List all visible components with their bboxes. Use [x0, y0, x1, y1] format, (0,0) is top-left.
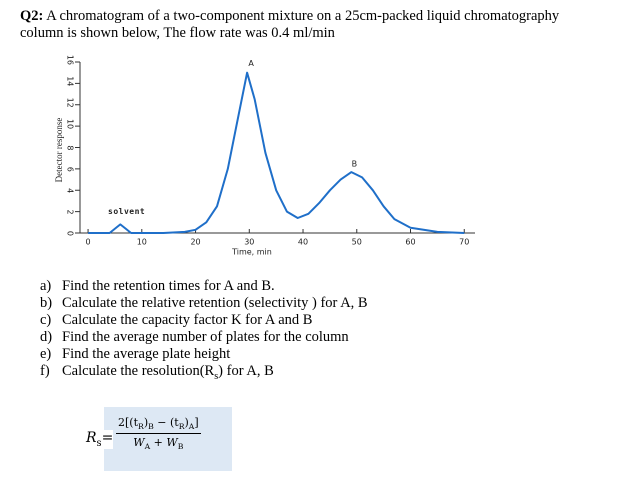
item: b) Calculate the relative retention (sele… — [40, 295, 368, 312]
item-marker: f) — [40, 363, 50, 379]
item-marker: d) — [40, 329, 53, 345]
x-tick-label: 50 — [352, 238, 362, 247]
fraction: 2[(tR)B − (tR)A] WA + WB — [116, 416, 201, 451]
item-text: Find the retention times for A and B. — [62, 278, 275, 295]
item-part: Find the retention times for A and B. — [62, 278, 275, 294]
num-part: ] — [194, 416, 199, 429]
y-tick-label: 0 — [66, 231, 75, 236]
num-part: ) — [143, 416, 149, 429]
num-sub: B — [148, 422, 154, 432]
den-sub: A — [144, 442, 151, 452]
item: f) Calculate the resolution(Rs) for A, B — [40, 363, 368, 385]
num-sub: R — [138, 422, 144, 432]
question-text: A chromatogram of a two-component mixtur… — [20, 8, 560, 41]
y-tick-label: 8 — [66, 145, 75, 150]
item-part: Find the average number of plates for th… — [62, 329, 349, 345]
denominator: WA + WB — [116, 434, 201, 451]
item-text: Calculate the relative retention (select… — [62, 295, 368, 312]
item-marker: b) — [40, 295, 53, 311]
item-text: Find the average number of plates for th… — [62, 329, 349, 346]
y-tick-label: 12 — [66, 98, 75, 108]
item: c) Calculate the capacity factor K for A … — [40, 312, 368, 329]
item-marker: e) — [40, 346, 52, 362]
item: e) Find the average plate height — [40, 346, 368, 363]
formula-lhs: Rs= — [86, 430, 114, 449]
num-sub: R — [178, 422, 185, 432]
y-tick-label: 16 — [66, 55, 75, 65]
x-tick-label: 30 — [244, 238, 254, 247]
annotation: B — [352, 160, 358, 169]
y-tick-label: 6 — [66, 167, 75, 172]
item-part: Calculate the resolution(R — [62, 363, 215, 379]
item: a) Find the retention times for A and B. — [40, 278, 368, 295]
x-tick-label: 10 — [137, 238, 147, 247]
chromatogram-line — [88, 71, 465, 234]
item-text: Calculate the capacity factor K for A an… — [62, 312, 312, 329]
num-part: − (t — [153, 416, 179, 429]
item-part: Calculate the relative retention (select… — [62, 295, 368, 311]
den-sub: B — [177, 442, 184, 452]
item-part: Calculate the capacity factor K for A an… — [62, 312, 313, 328]
annotation: A — [248, 59, 254, 68]
formula-eq: = — [101, 430, 114, 446]
y-tick-label: 4 — [66, 188, 75, 193]
item-sub: s — [214, 370, 219, 382]
item-text: Find the average plate height — [62, 346, 230, 363]
annotation: solvent — [108, 207, 145, 216]
item-marker: c) — [40, 312, 52, 328]
den-part: W — [133, 436, 145, 450]
item-text: Calculate the resolution(Rs) for A, B — [62, 363, 274, 385]
item-list: a) Find the retention times for A and B. b… — [40, 278, 368, 385]
chart: 0 2 4 6 8 10 12 14 16 0 10 20 30 40 50 60 70 Time, min Det… — [54, 55, 475, 257]
y-tick-label: 2 — [66, 210, 75, 215]
y-tick-label: 10 — [66, 119, 75, 129]
numerator: 2[(tR)B − (tR)A] — [116, 416, 201, 435]
y-axis-label: Detector response — [54, 118, 64, 183]
x-axis-label: Time, min — [231, 248, 272, 257]
item-part: Find the average plate height — [62, 346, 231, 362]
formula: Rs= 2[(tR)B − (tR)A] WA + WB — [86, 407, 232, 471]
x-tick-label: 60 — [405, 238, 415, 247]
question: Q2: A chromatogram of a two-component mi… — [20, 8, 580, 42]
x-tick-label: 70 — [459, 238, 469, 247]
item: d) Find the average number of plates for … — [40, 329, 368, 346]
x-tick-label: 20 — [190, 238, 200, 247]
num-part: ) — [184, 416, 189, 429]
x-tick-label: 40 — [298, 238, 308, 247]
x-tick-label: 0 — [86, 238, 91, 247]
formula-r: R — [86, 430, 97, 446]
question-label: Q2: — [20, 8, 44, 24]
y-tick-label: 14 — [66, 76, 75, 86]
item-part: ) for A, B — [218, 363, 274, 379]
num-part: 2[(t — [118, 416, 139, 429]
item-marker: a) — [40, 278, 52, 294]
den-part: + W — [150, 436, 178, 450]
formula-sub: s — [96, 437, 102, 449]
num-sub: A — [188, 422, 195, 432]
